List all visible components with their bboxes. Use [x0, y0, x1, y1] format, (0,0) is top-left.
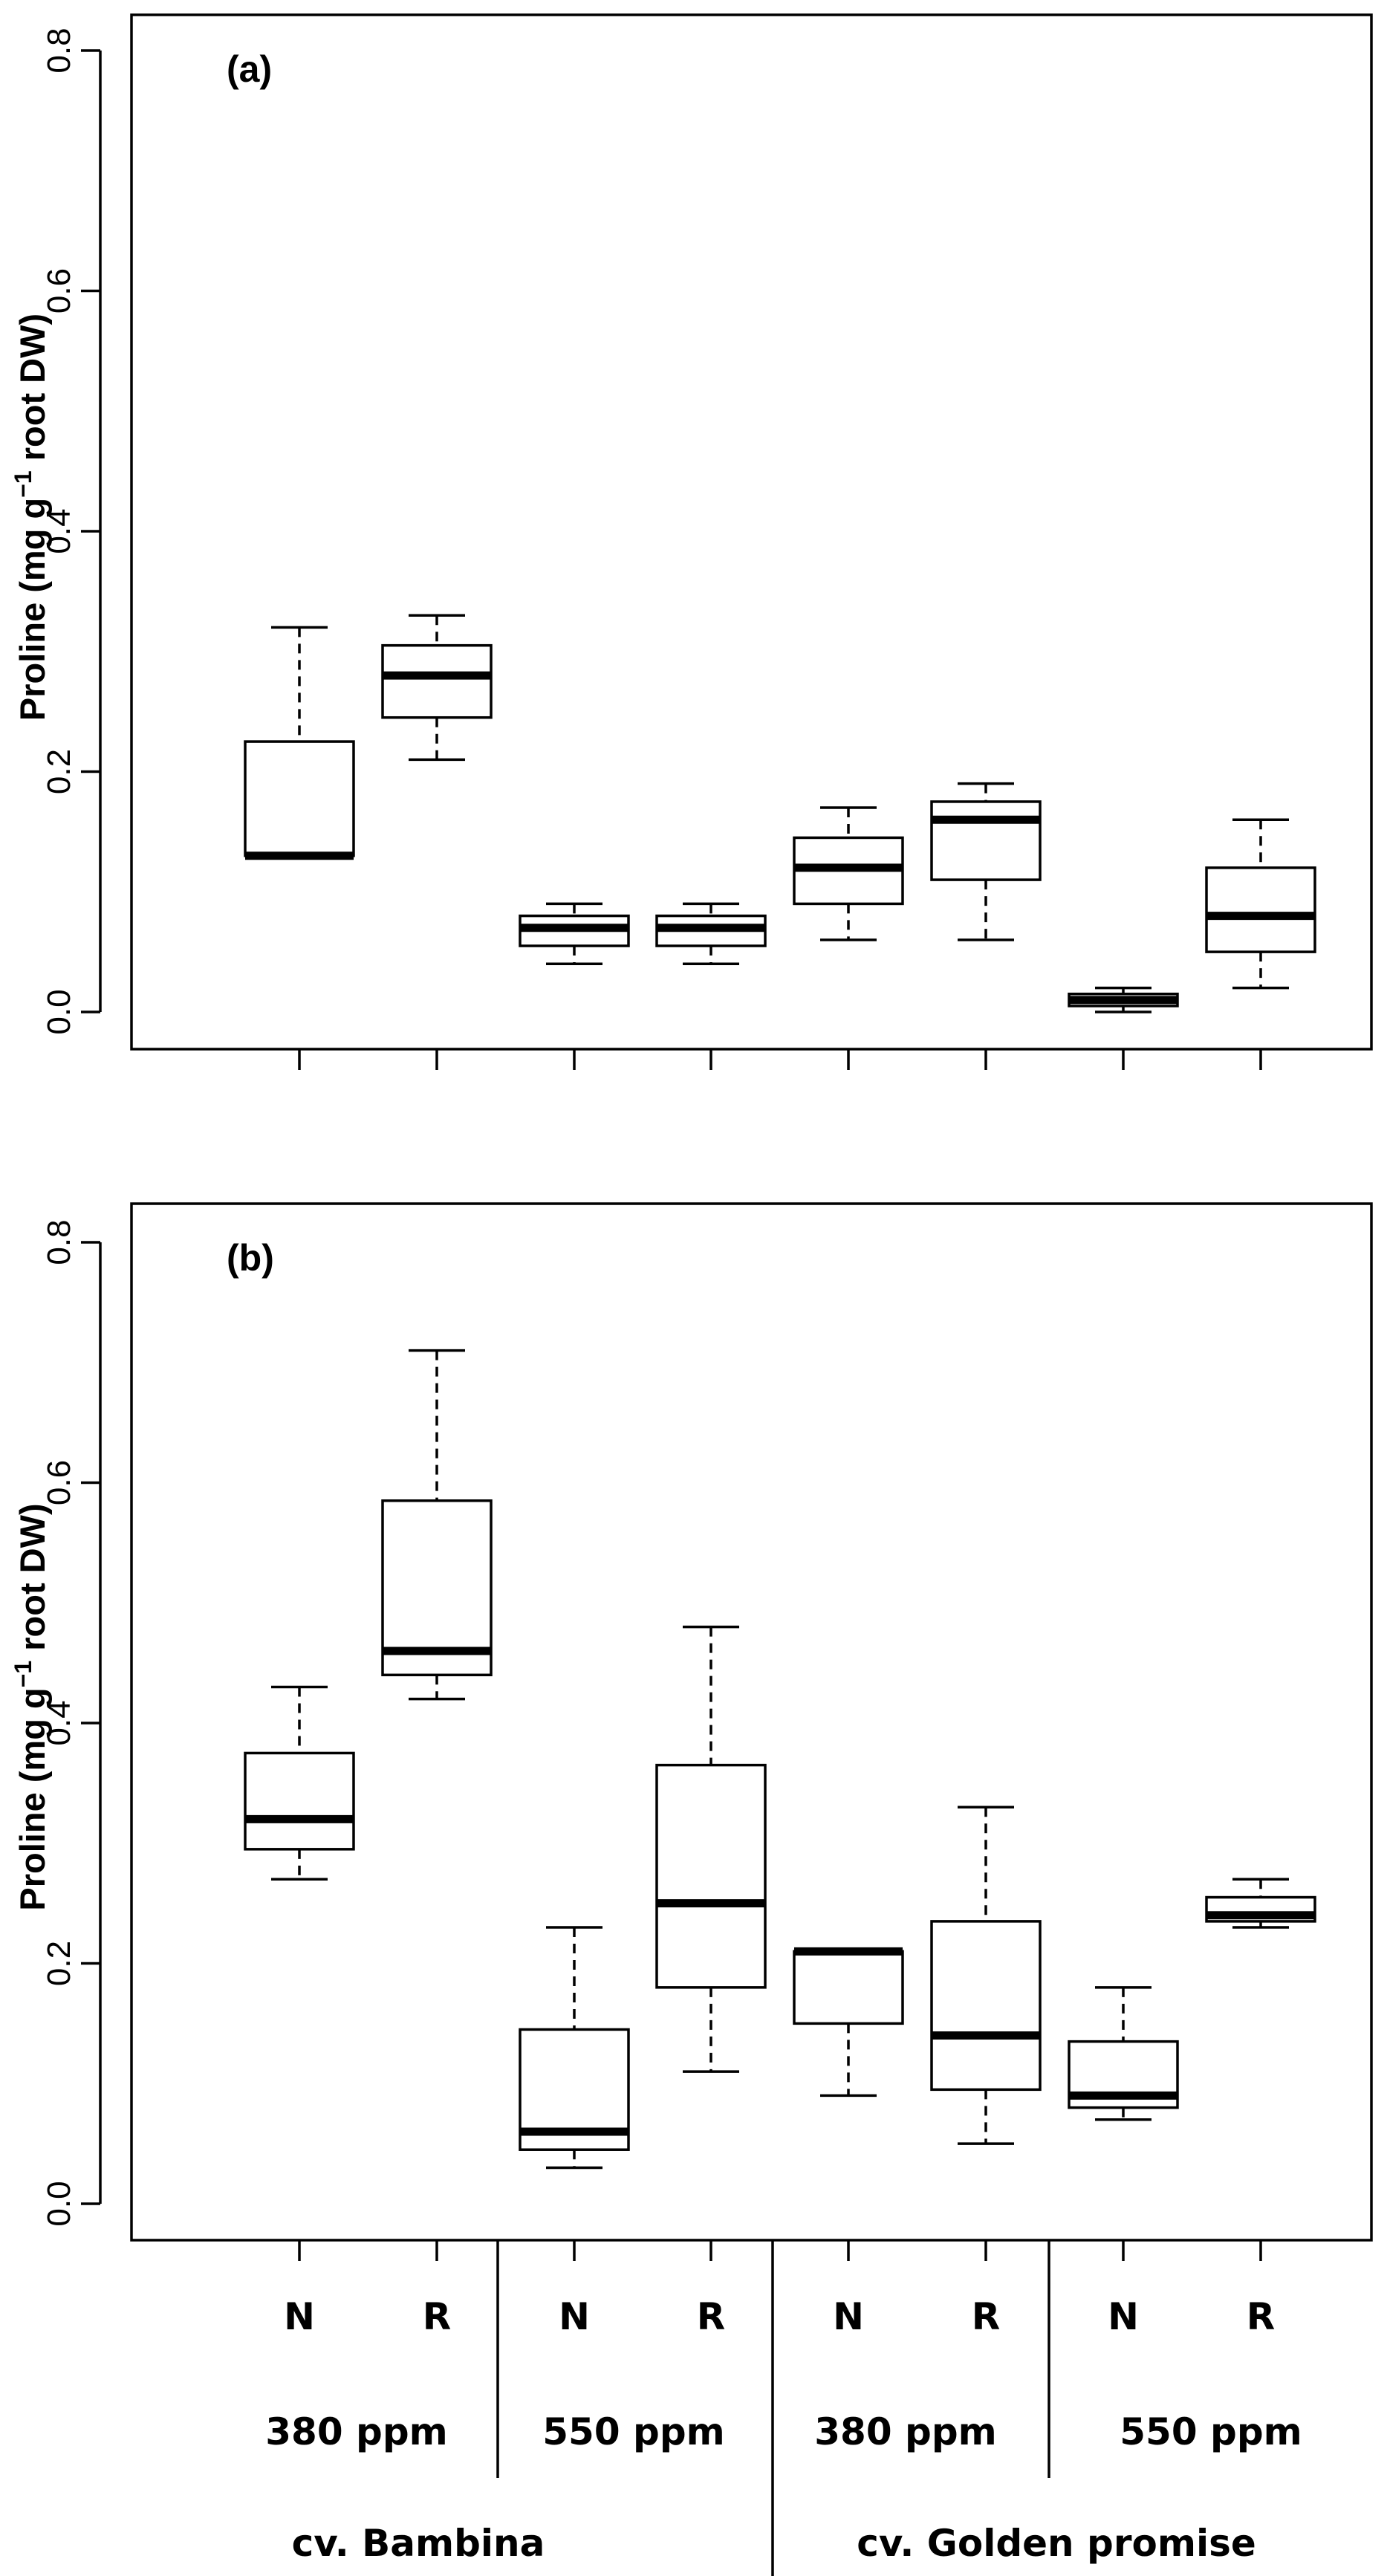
cultivar-label: cv. Bambina	[292, 2522, 545, 2565]
iqr-box	[244, 1751, 355, 1851]
y-tick-label: 0.8	[41, 1219, 77, 1265]
iqr-box	[793, 1950, 904, 2025]
y-tick-label: 0.0	[41, 2181, 77, 2226]
category-label: N	[833, 2295, 864, 2338]
y-tick-label: 0.6	[41, 1460, 77, 1505]
category-label: N	[284, 2295, 315, 2338]
y-axis-title: Proline (mg g−1 root DW)	[10, 1503, 52, 1910]
category-label: R	[697, 2295, 726, 2338]
iqr-box	[381, 643, 493, 719]
category-label: N	[1108, 2295, 1139, 2338]
box-4	[655, 1625, 767, 2073]
panel-a: (a) 0.0 0.2 0.4 0.6 0.8 Proline (mg g−1 root D…	[10, 13, 1373, 1070]
y-tick-label: 0.6	[41, 268, 77, 314]
box-8	[1205, 1878, 1316, 1929]
co2-group-label: 550 ppm	[542, 2410, 724, 2453]
box-6	[930, 782, 1042, 941]
box-3	[519, 902, 630, 966]
box-3	[519, 1926, 630, 2170]
cultivar-label: cv. Golden promise	[857, 2522, 1256, 2565]
y-tick-label: 0.2	[41, 749, 77, 794]
y-tick-label: 0.4	[41, 1700, 77, 1745]
iqr-box	[381, 1499, 493, 1677]
box-5	[793, 806, 904, 941]
co2-group-label: 550 ppm	[1120, 2410, 1302, 2453]
y-axis-title: Proline (mg g−1 root DW)	[10, 314, 52, 721]
iqr-box	[930, 1920, 1042, 2092]
panel-label: (b)	[227, 1237, 274, 1279]
plot-frame	[130, 13, 1373, 1051]
y-tick-label: 0.0	[41, 989, 77, 1034]
box-4	[655, 902, 767, 966]
box-1	[244, 1685, 355, 1881]
box-2	[381, 1349, 493, 1701]
box-6	[930, 1806, 1042, 2145]
box-7	[1068, 1986, 1179, 2121]
category-label: N	[559, 2295, 590, 2338]
box-2	[381, 614, 493, 762]
y-tick-label: 0.4	[41, 508, 77, 554]
box-8	[1205, 818, 1316, 990]
box-5	[793, 1947, 904, 2098]
panel-b: (b) 0.0 0.2 0.4 0.6 0.8 Proline (mg g−1 root D…	[10, 1202, 1373, 2576]
co2-group-label: 380 ppm	[265, 2410, 447, 2453]
category-label: R	[972, 2295, 1001, 2338]
iqr-box	[930, 800, 1042, 881]
y-tick-label: 0.8	[41, 27, 77, 73]
iqr-box	[1205, 866, 1316, 953]
y-tick-label: 0.2	[41, 1941, 77, 1986]
box-7	[1068, 986, 1179, 1013]
panel-label: (a)	[227, 48, 272, 90]
category-label: R	[1247, 2295, 1276, 2338]
box-1	[244, 626, 355, 860]
iqr-box	[655, 1763, 767, 1989]
co2-group-label: 380 ppm	[814, 2410, 996, 2453]
plot-frame	[130, 1202, 1373, 2242]
category-label: R	[423, 2295, 452, 2338]
iqr-box	[244, 740, 355, 857]
